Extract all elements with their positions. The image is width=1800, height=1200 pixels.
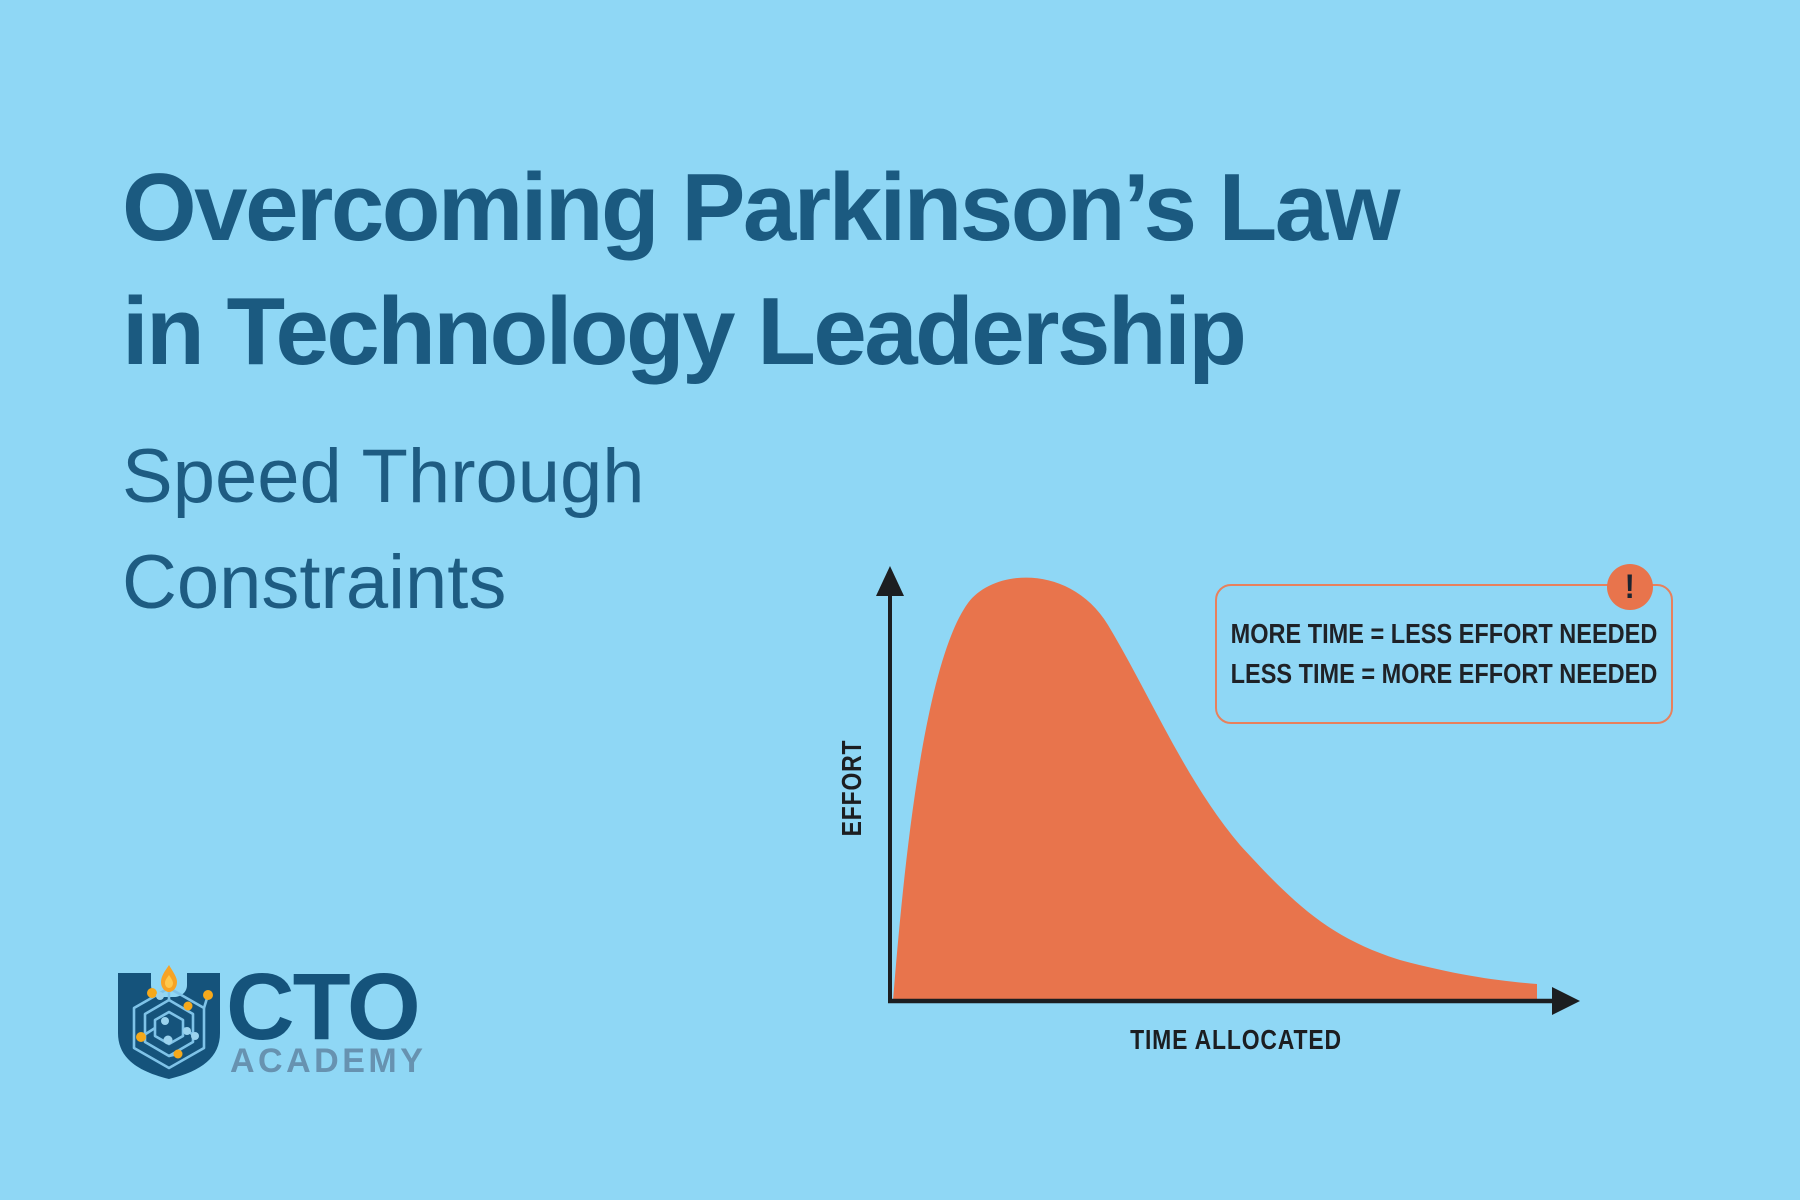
exclamation-icon: ! bbox=[1624, 568, 1636, 606]
page-subtitle-line2: Constraints bbox=[122, 540, 507, 625]
y-axis-arrowhead bbox=[876, 566, 904, 596]
page-title-line2: in Technology Leadership bbox=[122, 278, 1247, 385]
page-subtitle: Speed Through Constraints bbox=[122, 424, 645, 636]
brand-name: CTO bbox=[226, 954, 421, 1060]
alert-badge: ! bbox=[1607, 564, 1653, 610]
flame-inner bbox=[165, 975, 173, 988]
x-axis-label: TIME ALLOCATED bbox=[1130, 1024, 1342, 1055]
y-axis-label: EFFORT bbox=[836, 739, 867, 837]
callout-line-2: LESS TIME = MORE EFFORT NEEDED bbox=[1230, 658, 1658, 689]
page-subtitle-line1: Speed Through bbox=[122, 434, 645, 519]
page-title: Overcoming Parkinson’s Law in Technology… bbox=[122, 146, 1400, 394]
brand-subname: ACADEMY bbox=[230, 1042, 427, 1080]
page-title-line1: Overcoming Parkinson’s Law bbox=[122, 154, 1400, 261]
x-axis-arrowhead bbox=[1552, 987, 1580, 1015]
callout-line-1: MORE TIME = LESS EFFORT NEEDED bbox=[1230, 618, 1658, 649]
brand-logo: CTO ACADEMY bbox=[118, 958, 538, 1088]
shield-icon bbox=[118, 965, 220, 1079]
circuit-nodes bbox=[136, 988, 213, 1059]
callout-box: MORE TIME = LESS EFFORT NEEDED LESS TIME… bbox=[1215, 584, 1673, 724]
effort-curve bbox=[893, 577, 1537, 1001]
